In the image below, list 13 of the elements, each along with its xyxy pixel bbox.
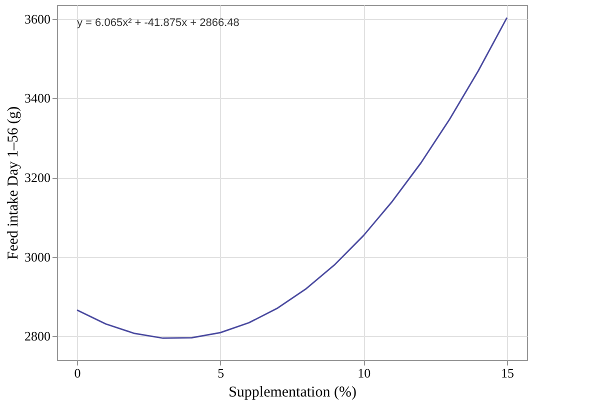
- y-tick-label: 3000: [24, 249, 50, 264]
- y-tick-label: 2800: [24, 328, 50, 344]
- line-series: [76, 16, 508, 339]
- x-tick-label: 5: [218, 366, 224, 380]
- y-tick-label: 3600: [24, 11, 50, 26]
- x-axis-title: Supplementation (%): [228, 384, 356, 400]
- x-tick-label: 0: [74, 366, 81, 380]
- y-tick-label: 3400: [24, 90, 50, 106]
- x-tick-label: 10: [358, 366, 371, 380]
- annotation: y = 6.065x² + -41.875x + 2866.48: [77, 17, 240, 29]
- y-tick-label: 3200: [24, 170, 50, 186]
- x-tick-label: 15: [500, 366, 514, 380]
- y-axis-title: Feed intake Day 1–56 (g): [6, 106, 22, 260]
